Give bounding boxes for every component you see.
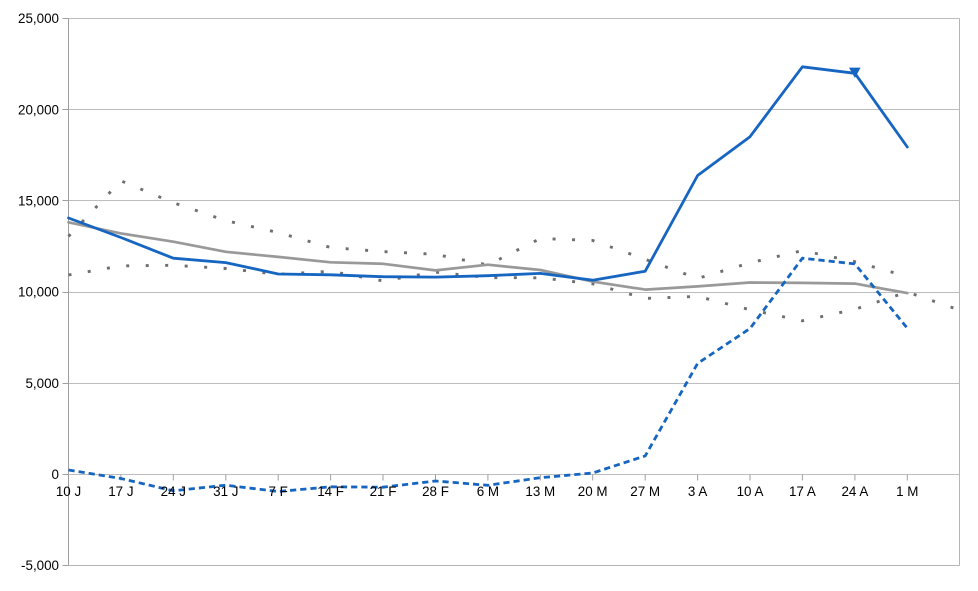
svg-text:3 A: 3 A	[688, 484, 707, 499]
svg-text:10 J: 10 J	[56, 484, 81, 499]
svg-text:27 M: 27 M	[630, 484, 660, 499]
svg-text:21 F: 21 F	[370, 484, 397, 499]
svg-text:25,000: 25,000	[18, 11, 59, 26]
svg-text:6 M: 6 M	[477, 484, 499, 499]
svg-text:20,000: 20,000	[18, 102, 59, 117]
svg-text:24 J: 24 J	[161, 484, 186, 499]
svg-text:14 F: 14 F	[317, 484, 344, 499]
svg-text:10 A: 10 A	[737, 484, 764, 499]
svg-text:7 F: 7 F	[269, 484, 288, 499]
svg-text:15,000: 15,000	[18, 193, 59, 208]
svg-text:10,000: 10,000	[18, 285, 59, 300]
svg-text:31 J: 31 J	[213, 484, 238, 499]
svg-text:1 M: 1 M	[896, 484, 918, 499]
svg-text:5,000: 5,000	[25, 376, 59, 391]
svg-text:20 M: 20 M	[578, 484, 608, 499]
svg-text:17 A: 17 A	[789, 484, 816, 499]
svg-text:-5,000: -5,000	[21, 558, 59, 573]
svg-text:13 M: 13 M	[525, 484, 555, 499]
svg-text:0: 0	[52, 467, 59, 482]
svg-text:24 A: 24 A	[841, 484, 868, 499]
svg-text:17 J: 17 J	[108, 484, 133, 499]
svg-text:28 F: 28 F	[422, 484, 449, 499]
